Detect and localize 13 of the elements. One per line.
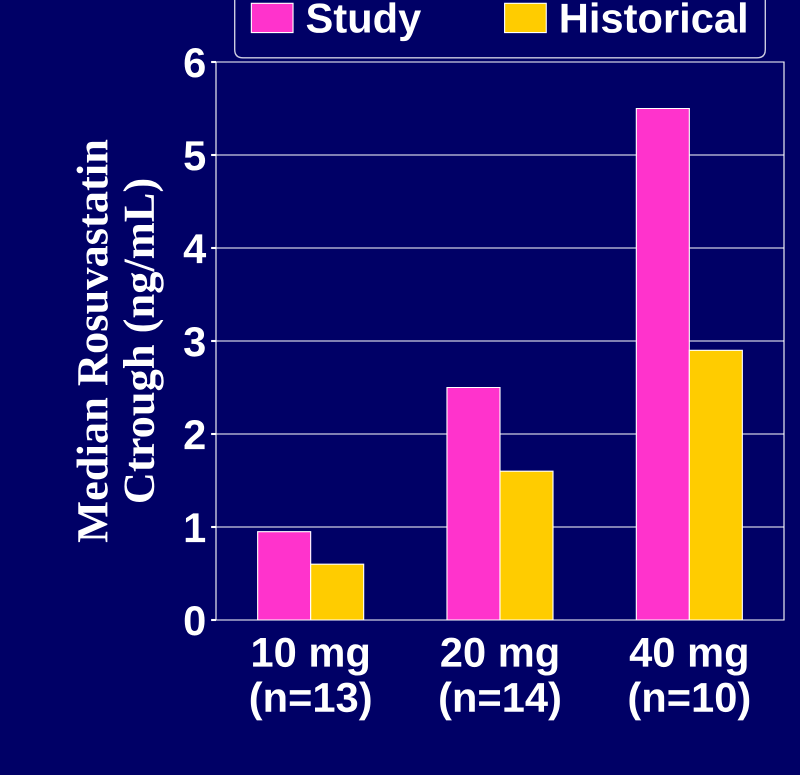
legend-label: Historical — [562, 2, 746, 33]
y-tick-label: 0 — [184, 606, 205, 636]
y-tick-label: 3 — [184, 327, 205, 357]
legend-label: Study — [306, 2, 422, 42]
x-tick-label: 10 mg (n=13) — [250, 638, 371, 720]
y-tick-label: 1 — [186, 513, 206, 542]
y-tick-label: 6 — [184, 48, 205, 78]
y-tick-label: 2 — [184, 420, 205, 450]
y-tick-label: 5 — [184, 141, 206, 171]
x-tick-label: 40 mg (n=10) — [629, 638, 750, 720]
y-axis-title: Median Rosuvastatin Ctrough (ng/mL) — [76, 140, 164, 542]
y-tick-label: 4 — [184, 234, 206, 264]
x-tick-label: 20 mg (n=14) — [440, 638, 560, 720]
